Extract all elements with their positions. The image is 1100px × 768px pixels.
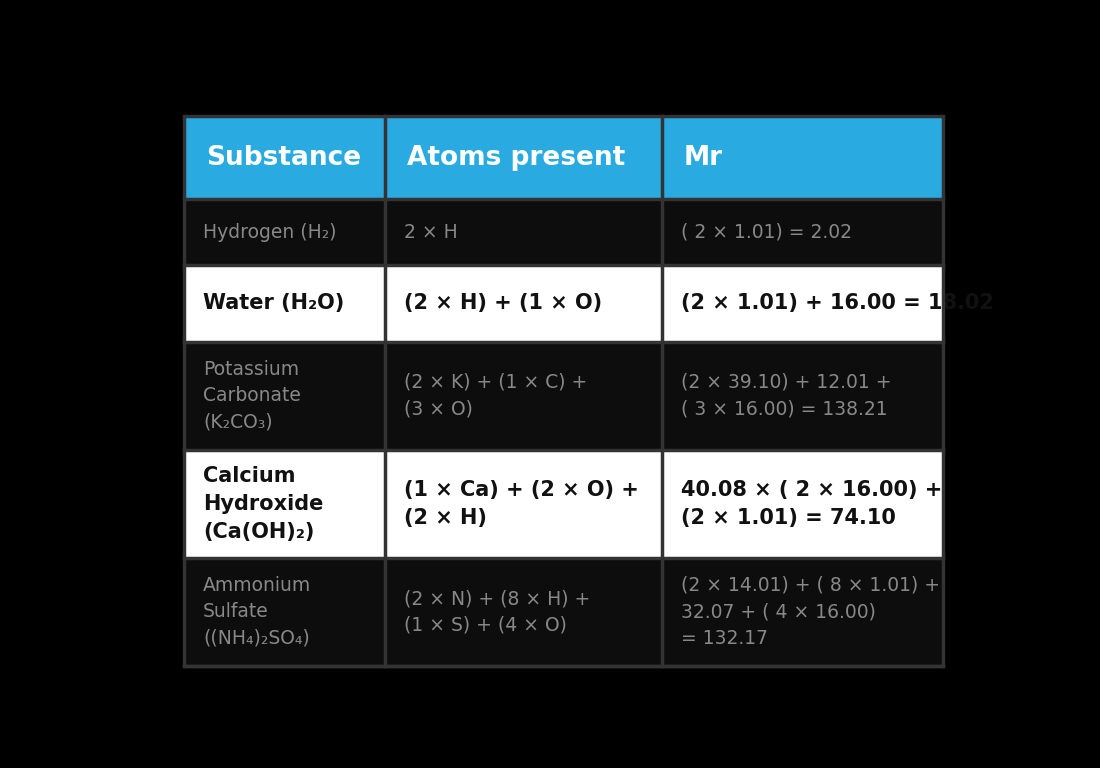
Text: (2 × 39.10) + 12.01 +
( 3 × 16.00) = 138.21: (2 × 39.10) + 12.01 + ( 3 × 16.00) = 138… bbox=[681, 373, 892, 419]
Text: Potassium
Carbonate
(K₂CO₃): Potassium Carbonate (K₂CO₃) bbox=[204, 359, 301, 432]
Text: (2 × K) + (1 × C) +
(3 × O): (2 × K) + (1 × C) + (3 × O) bbox=[404, 373, 587, 419]
Bar bbox=[662, 265, 943, 342]
Text: 2 × H: 2 × H bbox=[404, 223, 458, 242]
Text: (2 × 14.01) + ( 8 × 1.01) +
32.07 + ( 4 × 16.00)
= 132.17: (2 × 14.01) + ( 8 × 1.01) + 32.07 + ( 4 … bbox=[681, 576, 940, 647]
Bar bbox=[385, 450, 662, 558]
Text: Mr: Mr bbox=[684, 144, 723, 170]
Text: Water (H₂O): Water (H₂O) bbox=[204, 293, 344, 313]
Text: Ammonium
Sulfate
((NH₄)₂SO₄): Ammonium Sulfate ((NH₄)₂SO₄) bbox=[204, 576, 311, 647]
Bar bbox=[662, 450, 943, 558]
Bar bbox=[662, 200, 943, 265]
Text: (2 × 1.01) + 16.00 = 18.02: (2 × 1.01) + 16.00 = 18.02 bbox=[681, 293, 994, 313]
Bar bbox=[385, 342, 662, 450]
Bar bbox=[185, 200, 385, 265]
Text: Hydrogen (H₂): Hydrogen (H₂) bbox=[204, 223, 337, 242]
Bar bbox=[385, 200, 662, 265]
FancyArrowPatch shape bbox=[307, 207, 392, 405]
Bar bbox=[662, 342, 943, 450]
FancyArrowPatch shape bbox=[656, 349, 759, 621]
Bar bbox=[185, 342, 385, 450]
Bar bbox=[385, 116, 662, 200]
Text: (2 × N) + (8 × H) +
(1 × S) + (4 × O): (2 × N) + (8 × H) + (1 × S) + (4 × O) bbox=[404, 589, 591, 634]
Bar bbox=[185, 265, 385, 342]
Text: ( 2 × 1.01) = 2.02: ( 2 × 1.01) = 2.02 bbox=[681, 223, 852, 242]
Bar bbox=[662, 116, 943, 200]
Text: (1 × Ca) + (2 × O) +
(2 × H): (1 × Ca) + (2 × O) + (2 × H) bbox=[404, 480, 639, 528]
Bar bbox=[185, 116, 385, 200]
Text: (2 × H) + (1 × O): (2 × H) + (1 × O) bbox=[404, 293, 603, 313]
Bar bbox=[385, 265, 662, 342]
Text: Substance: Substance bbox=[206, 144, 361, 170]
Bar bbox=[185, 116, 943, 666]
Bar bbox=[385, 558, 662, 666]
Text: 40.08 × ( 2 × 16.00) +
(2 × 1.01) = 74.10: 40.08 × ( 2 × 16.00) + (2 × 1.01) = 74.1… bbox=[681, 480, 943, 528]
Bar bbox=[185, 558, 385, 666]
Text: Atoms present: Atoms present bbox=[407, 144, 625, 170]
Bar bbox=[185, 450, 385, 558]
Bar bbox=[662, 558, 943, 666]
Text: Calcium
Hydroxide
(Ca(OH)₂): Calcium Hydroxide (Ca(OH)₂) bbox=[204, 465, 323, 541]
